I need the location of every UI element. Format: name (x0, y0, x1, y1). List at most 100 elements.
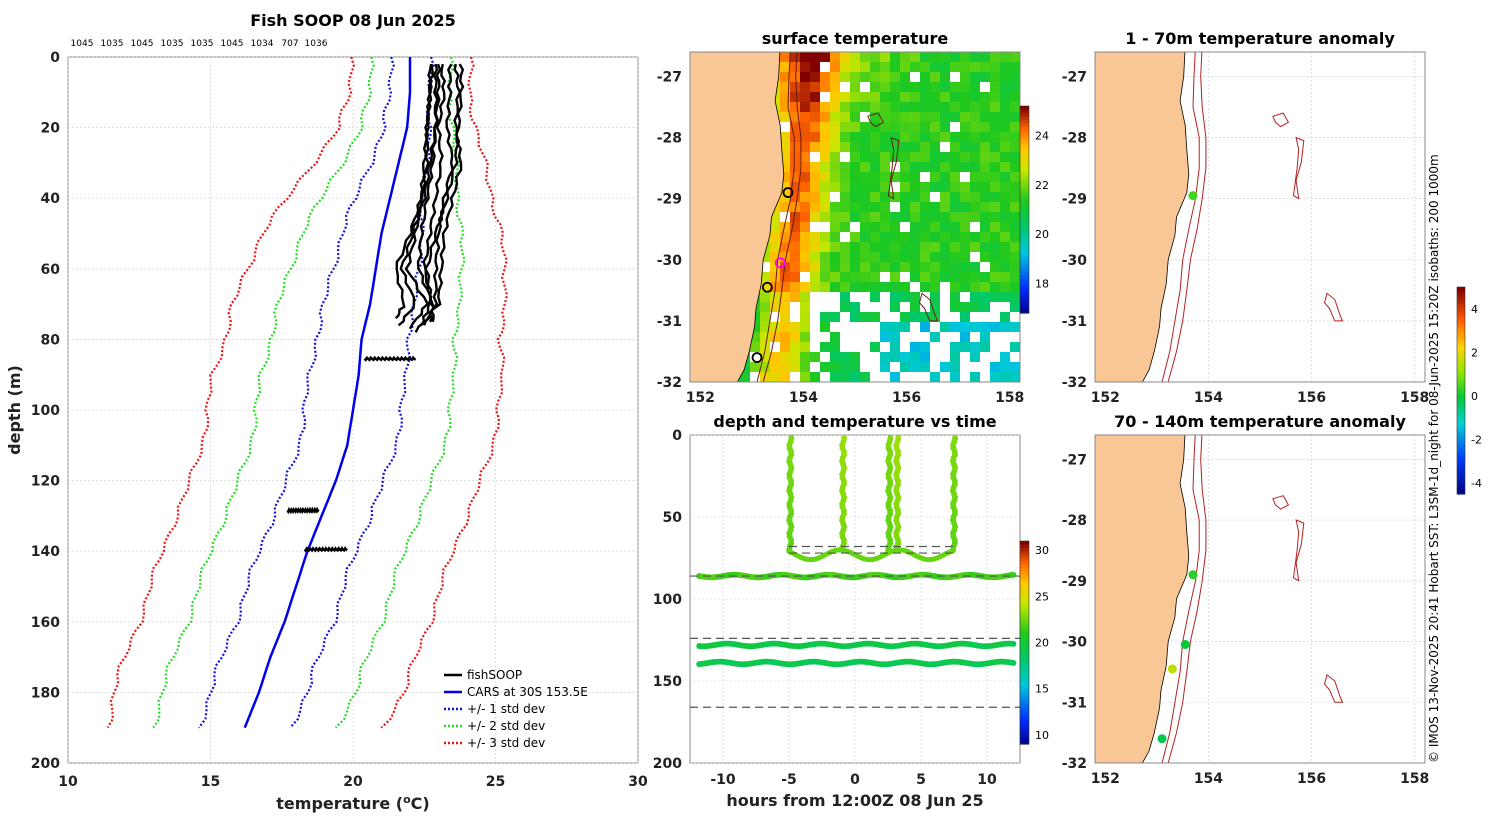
sst-cell (900, 112, 910, 122)
sst-cell (920, 262, 930, 272)
sst-cell (960, 132, 970, 142)
sst-cell (900, 352, 910, 362)
sst-cell (790, 292, 800, 302)
sst-cell (950, 152, 960, 162)
colorbar-swatch (1020, 216, 1029, 221)
sst-cell (990, 282, 1000, 292)
sst-cell (850, 62, 860, 72)
sst-cell (840, 182, 850, 192)
sst-cell (830, 72, 840, 82)
lon-tick-label: 158 (1400, 390, 1429, 406)
legend-sd2: +/- 2 std dev (467, 719, 545, 733)
sst-cell (850, 162, 860, 172)
sst-cell (920, 242, 930, 252)
colorbar-swatch (1457, 342, 1465, 347)
fish-cast-line (420, 63, 465, 326)
sst-cell (870, 292, 880, 302)
sst-cell (760, 292, 770, 302)
sst-cell (830, 252, 840, 262)
sst-cell (870, 62, 880, 72)
colorbar-swatch (1457, 476, 1465, 481)
sst-cell (810, 52, 820, 62)
colorbar-swatch (1020, 639, 1029, 644)
sst-cell (990, 272, 1000, 282)
colorbar-tick-label: 2 (1471, 346, 1478, 359)
sst-cell (950, 202, 960, 212)
sst-cell (850, 192, 860, 202)
colorbar-swatch (1020, 723, 1029, 728)
sst-cell (970, 102, 980, 112)
sst-cell (910, 152, 920, 162)
x-tick-label: 30 (628, 774, 648, 790)
y-tick-label: 100 (653, 592, 682, 608)
sst-cell (850, 302, 860, 312)
sst-cell (850, 372, 860, 382)
sst-cell (890, 52, 900, 62)
sst-cell (880, 162, 890, 172)
land-mass (1095, 52, 1190, 382)
sst-cell (750, 322, 760, 332)
sst-cell (910, 262, 920, 272)
sst-cell (990, 232, 1000, 242)
sst-cell (1000, 82, 1010, 92)
sst-cell (850, 262, 860, 272)
sst-cell (930, 302, 940, 312)
lat-tick-label: -28 (657, 131, 682, 147)
sst-cell (820, 132, 830, 142)
sst-cell (890, 222, 900, 232)
colorbar-swatch (1020, 199, 1029, 204)
sst-cell (820, 52, 830, 62)
colorbar-swatch (1020, 706, 1029, 711)
sst-cell (740, 372, 750, 382)
sst-cell (910, 212, 920, 222)
sst-cell (960, 312, 970, 322)
sst-cell (840, 62, 850, 72)
sst-cell (880, 192, 890, 202)
sst-map-title: surface temperature (762, 29, 949, 48)
sst-cell (1010, 362, 1020, 372)
sst-cell (800, 122, 810, 132)
sst-cell (780, 92, 790, 102)
sst-cell (910, 112, 920, 122)
sst-cell (1000, 202, 1010, 212)
sst-cell (890, 302, 900, 312)
cast-location-marker (751, 352, 763, 363)
colorbar-swatch (1020, 628, 1029, 633)
colorbar-swatch (1020, 551, 1029, 556)
sst-cell (820, 322, 830, 332)
sst-cell (840, 362, 850, 372)
sst-cell (850, 352, 860, 362)
sst-cell (980, 192, 990, 202)
sst-cell (920, 312, 930, 322)
sst-cell (870, 72, 880, 82)
sst-cell (930, 212, 940, 222)
sst-cell (780, 132, 790, 142)
sst-cell (880, 362, 890, 372)
sst-cell (800, 372, 810, 382)
seamount-contour (1323, 292, 1344, 322)
colorbar-swatch (1020, 178, 1029, 183)
colorbar-swatch (1457, 338, 1465, 343)
sst-cell (880, 182, 890, 192)
sst-cell (850, 142, 860, 152)
sst-cell (980, 282, 990, 292)
sst-cell (810, 192, 820, 202)
y-tick-label: 150 (653, 674, 682, 690)
colorbar-swatch (1020, 642, 1029, 647)
sst-cell (790, 202, 800, 212)
sst-cell (800, 192, 810, 202)
sst-cell (830, 232, 840, 242)
sst-cell (940, 132, 950, 142)
colorbar-swatch (1457, 387, 1465, 392)
sst-cell (870, 312, 880, 322)
profile-title: Fish SOOP 08 Jun 2025 (250, 11, 456, 30)
sst-cell (800, 292, 810, 302)
sst-cell (1000, 112, 1010, 122)
sst-cell (790, 82, 800, 92)
sst-cell (970, 72, 980, 82)
colorbar-swatch (1457, 293, 1465, 298)
sst-cell (780, 252, 790, 262)
colorbar-swatch (1457, 359, 1465, 364)
sst-cell (960, 162, 970, 172)
sst-cell (910, 252, 920, 262)
